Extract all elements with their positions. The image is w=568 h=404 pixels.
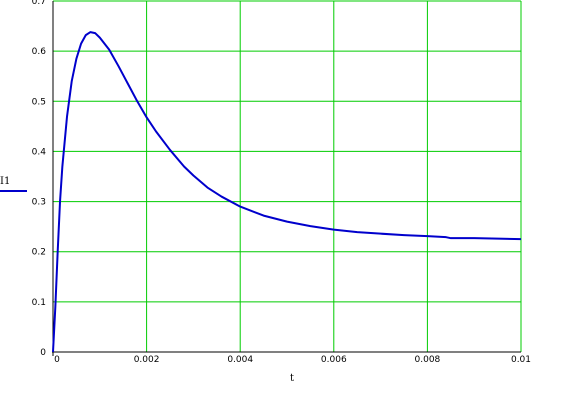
grid-lines [53, 0, 522, 352]
series-layer [52, 31, 522, 353]
x-tick-label: 0.002 [134, 355, 160, 365]
x-tick-label: 0.006 [321, 355, 347, 365]
axes [52, 1, 521, 356]
y-tick-label: 0.2 [32, 248, 46, 258]
x-tick-label: 0.008 [415, 355, 441, 365]
x-tick-label: 0 [54, 355, 60, 365]
y-axis-label: I1 [0, 176, 10, 187]
y-tick-label: 0.7 [32, 0, 46, 7]
y-tick-label: 0 [40, 348, 46, 358]
y-tick-label: 0.5 [32, 97, 46, 107]
y-tick-label: 0.4 [32, 147, 47, 157]
series-line [52, 31, 522, 353]
y-tick-label: 0.1 [32, 298, 46, 308]
x-tick-label: 0.01 [511, 355, 531, 365]
x-tick-labels: 0 0.002 0.004 0.006 0.008 0.01 [54, 355, 531, 365]
y-tick-label: 0.6 [32, 47, 47, 57]
y-tick-labels: 0 0.1 0.2 0.3 0.4 0.5 0.6 0.7 [32, 0, 47, 358]
x-tick-label: 0.004 [227, 355, 253, 365]
x-axis-label: t [290, 373, 294, 384]
y-tick-label: 0.3 [32, 198, 46, 208]
